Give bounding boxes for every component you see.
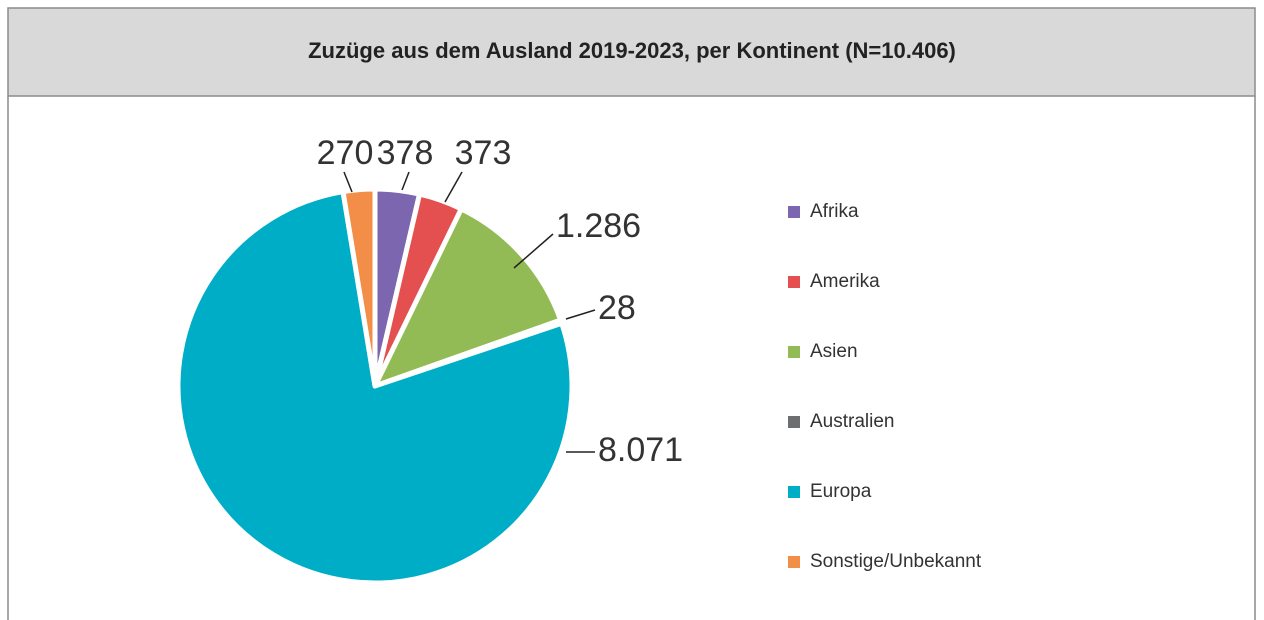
leader-line — [444, 171, 463, 203]
legend-label: Sonstige/Unbekannt — [810, 551, 982, 572]
leader-line — [401, 171, 410, 191]
leader-line — [565, 309, 596, 320]
data-label: 373 — [455, 134, 512, 172]
legend-swatch — [788, 346, 800, 358]
legend-swatch — [788, 206, 800, 218]
legend-label: Asien — [810, 341, 858, 362]
legend-swatch — [788, 556, 800, 568]
leader-line — [513, 233, 554, 269]
header — [7, 7, 1256, 97]
data-label: 8.071 — [598, 431, 683, 469]
legend-swatch — [788, 486, 800, 498]
legend-label: Australien — [810, 411, 895, 432]
pie-slice — [340, 186, 378, 389]
legend-label: Amerika — [810, 271, 880, 292]
data-label: 1.286 — [556, 207, 641, 245]
chart-title: Zuzüge aus dem Ausland 2019-2023, per Ko… — [308, 38, 956, 63]
legend-swatch — [788, 416, 800, 428]
legend-swatch — [788, 276, 800, 288]
data-label: 270 — [317, 134, 374, 172]
legend-label: Europa — [810, 481, 872, 502]
data-label: 378 — [377, 134, 434, 172]
legend-label: Afrika — [810, 201, 859, 222]
pie-slice — [372, 206, 564, 389]
leader-line — [343, 171, 353, 193]
data-label: 28 — [598, 289, 636, 327]
